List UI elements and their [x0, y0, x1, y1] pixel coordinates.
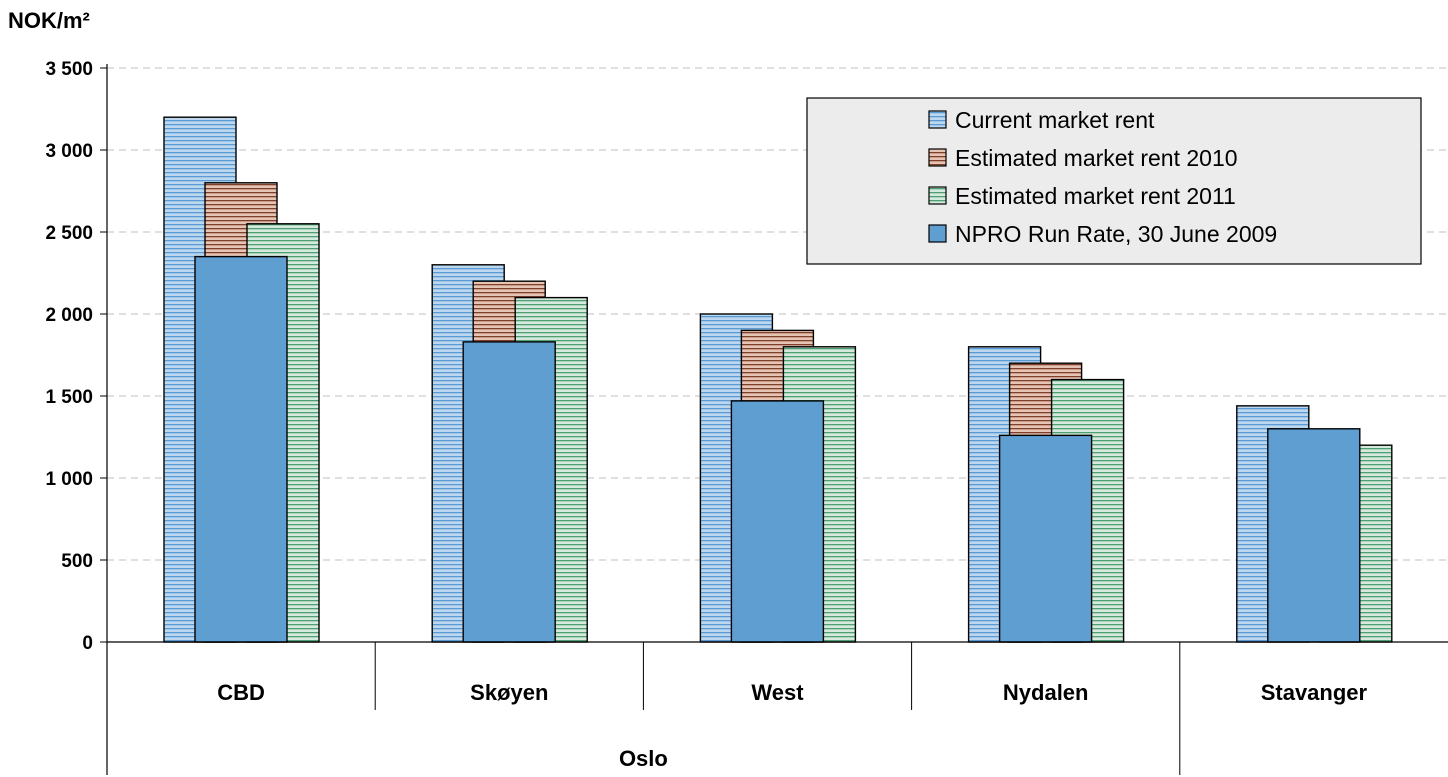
y-tick-label: 500 [61, 551, 93, 572]
legend-label: Estimated market rent 2011 [955, 183, 1236, 209]
y-axis-unit-label: NOK/m² [8, 8, 90, 33]
y-tick-label: 2 500 [45, 223, 93, 244]
x-tick-label: Stavanger [1261, 680, 1368, 705]
axes: CBD Skøyen West Nydalen Stavanger Oslo [106, 64, 1448, 775]
bar-npro-run-rate-30-june-2009-skøyen [462, 341, 556, 643]
y-tick-label: 0 [82, 633, 93, 654]
bar-npro-run-rate-30-june-2009-west [730, 400, 825, 643]
bars [163, 116, 1393, 643]
x-tick-label: CBD [217, 680, 265, 705]
legend-label: Current market rent [955, 107, 1155, 133]
y-tick-label: 2 000 [45, 305, 93, 326]
y-tick-label: 1 500 [45, 387, 93, 408]
legend-swatch [928, 110, 947, 129]
bar-npro-run-rate-30-june-2009-nydalen [998, 434, 1093, 643]
legend-swatch [928, 186, 947, 205]
legend: Current market rent Estimated market rent… [806, 97, 1422, 265]
y-tick-label: 3 000 [45, 141, 93, 162]
bar-npro-run-rate-30-june-2009-stavanger [1267, 428, 1361, 643]
x-group-label: Oslo [619, 746, 668, 771]
legend-swatch [928, 224, 947, 243]
x-tick-label: Nydalen [1003, 680, 1089, 705]
y-tick-label: 1 000 [45, 469, 93, 490]
bar-npro-run-rate-30-june-2009-cbd [194, 255, 288, 643]
y-tick-label: 3 500 [45, 59, 93, 80]
x-tick-label: West [751, 680, 804, 705]
legend-box [806, 97, 1422, 265]
legend-label: NPRO Run Rate, 30 June 2009 [955, 221, 1277, 247]
legend-swatch [928, 148, 947, 167]
legend-label: Estimated market rent 2010 [955, 145, 1238, 171]
x-tick-label: Skøyen [470, 680, 548, 705]
